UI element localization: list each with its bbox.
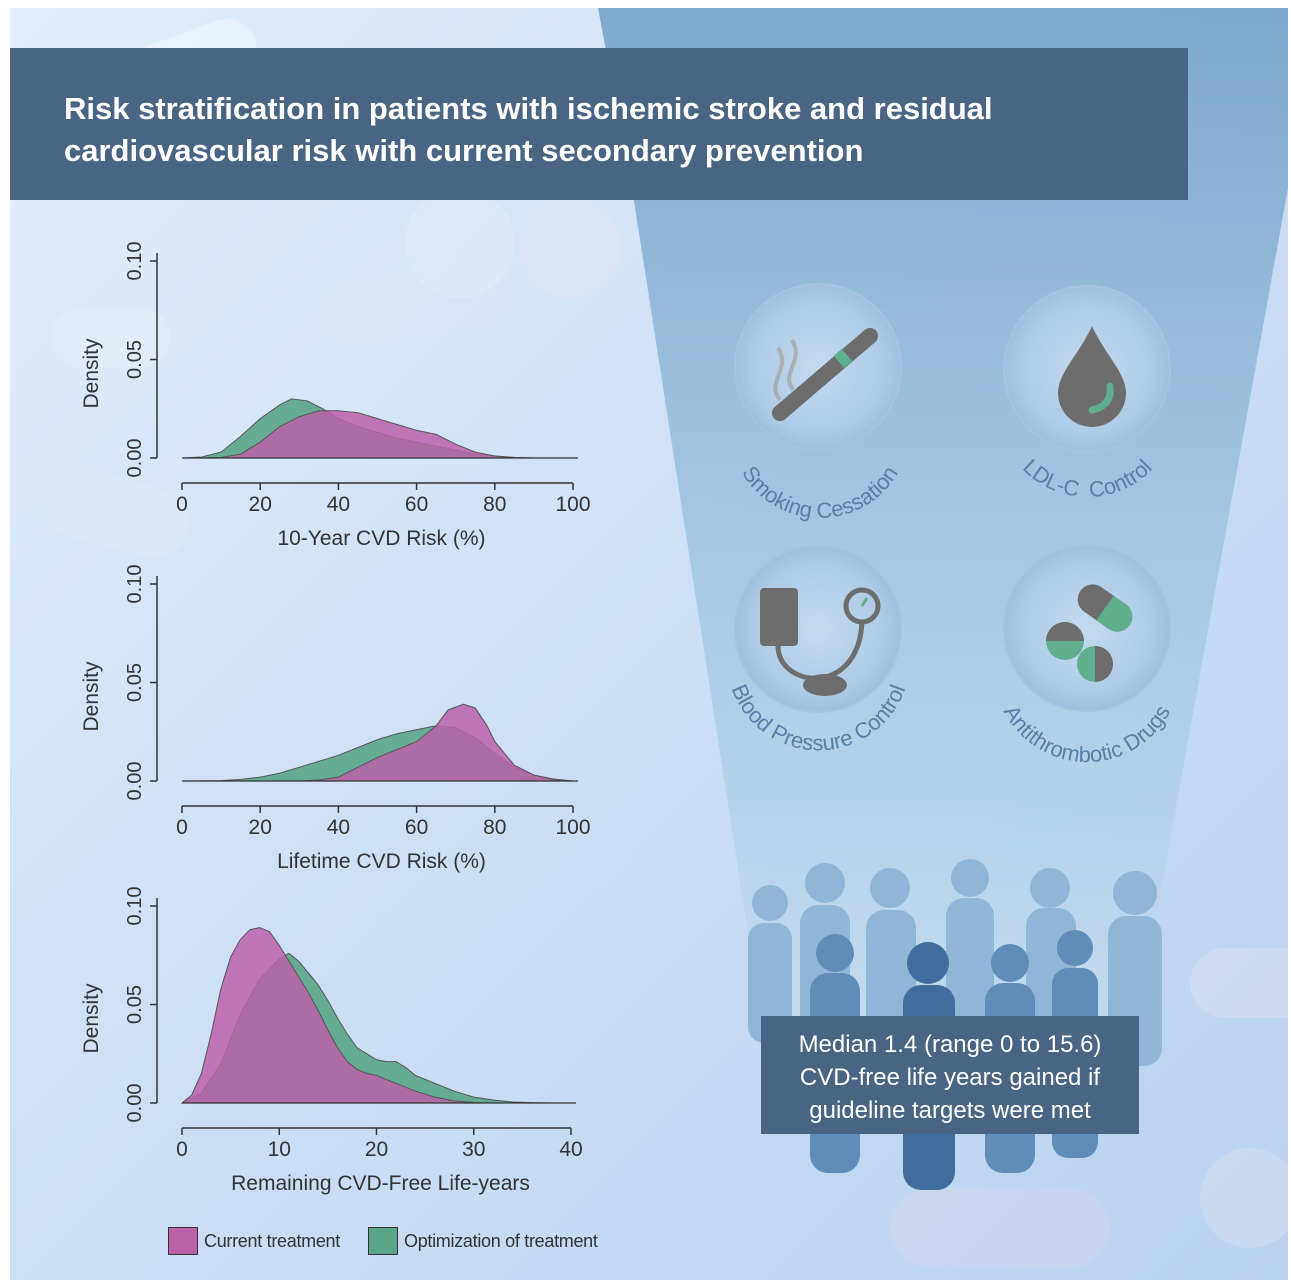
life-years-callout: Median 1.4 (range 0 to 15.6) CVD-free li…: [761, 1016, 1139, 1134]
density-chart-1: 0.00 0.05 0.10 0 20 40 60 80 100 10-Year CVD Risk…: [80, 242, 591, 550]
legend-label-optimized: Optimization of treatment: [404, 1230, 598, 1251]
legend-item-optimized: Optimization of treatment: [368, 1226, 598, 1256]
faint-pills-decoration: [41, 19, 1288, 1268]
blood-pressure-cuff-icon: [760, 587, 881, 696]
infographic: Smoking Cessation LDL-C Control Blood Pr…: [10, 8, 1288, 1280]
x-tick-label: 80: [483, 816, 506, 839]
callout-line-3: guideline targets were met: [809, 1097, 1091, 1124]
legend-swatch-current: [168, 1227, 198, 1255]
density-chart-3: 0.00 0.05 0.10 0 10 20 30 40 Remaining CVD-Free …: [80, 887, 583, 1195]
x-tick-label: 20: [249, 493, 272, 516]
x-tick-label: 80: [483, 493, 506, 516]
x-tick-label: 40: [327, 816, 350, 839]
page-title: Risk stratification in patients with isc…: [64, 91, 993, 168]
x-tick-label: 20: [249, 816, 272, 839]
y-axis-title: Density: [80, 661, 103, 732]
antithrombotic-badge: [1003, 544, 1171, 712]
y-tick-label: 0.05: [124, 663, 146, 702]
callout-line-2: CVD-free life years gained if: [799, 1064, 1101, 1091]
y-tick-label: 0.10: [124, 887, 146, 926]
y-tick-label: 0.00: [124, 439, 146, 478]
x-tick-label: 40: [559, 1138, 582, 1161]
y-tick-label: 0.05: [124, 340, 146, 379]
density-chart-2: 0.00 0.05 0.10 0 20 40 60 80 100 Lifetime CVD Ris…: [80, 565, 591, 873]
legend-label-current: Current treatment: [204, 1230, 340, 1251]
x-tick-label: 20: [365, 1138, 388, 1161]
title-banner: Risk stratification in patients with isc…: [10, 48, 1188, 200]
y-tick-label: 0.00: [124, 1084, 146, 1123]
y-tick-label: 0.10: [124, 565, 146, 604]
x-tick-label: 40: [327, 493, 350, 516]
x-tick-label: 60: [405, 493, 428, 516]
legend-item-current: Current treatment: [168, 1226, 340, 1256]
y-tick-label: 0.10: [124, 242, 146, 281]
x-tick-label: 0: [176, 1138, 188, 1161]
y-axis-title: Density: [80, 983, 103, 1054]
series-area-current: [182, 703, 574, 782]
x-tick-label: 30: [462, 1138, 485, 1161]
x-tick-label: 100: [555, 493, 590, 516]
x-tick-label: 60: [405, 816, 428, 839]
y-tick-label: 0.00: [124, 762, 146, 801]
x-tick-label: 10: [268, 1138, 291, 1161]
x-axis-title: Lifetime CVD Risk (%): [277, 850, 486, 873]
ldl-control-badge: [1003, 285, 1171, 453]
blood-drop-icon: [1058, 326, 1126, 427]
x-tick-label: 0: [176, 816, 188, 839]
y-axis-title: Density: [80, 338, 103, 409]
x-tick-label: 0: [176, 493, 188, 516]
x-axis-title: Remaining CVD-Free Life-years: [231, 1172, 530, 1195]
smoking-cessation-badge: [734, 283, 902, 451]
y-tick-label: 0.05: [124, 985, 146, 1024]
pills-icon: [1046, 584, 1133, 682]
legend-swatch-optimized: [368, 1227, 398, 1255]
callout-line-1: Median 1.4 (range 0 to 15.6): [798, 1031, 1102, 1058]
x-tick-label: 100: [555, 816, 590, 839]
spotlight-beam: [598, 8, 1288, 1106]
x-axis-title: 10-Year CVD Risk (%): [277, 527, 485, 550]
blood-pressure-badge: [734, 545, 902, 713]
series-area-current: [180, 927, 494, 1104]
cigarette-icon: [772, 328, 878, 421]
